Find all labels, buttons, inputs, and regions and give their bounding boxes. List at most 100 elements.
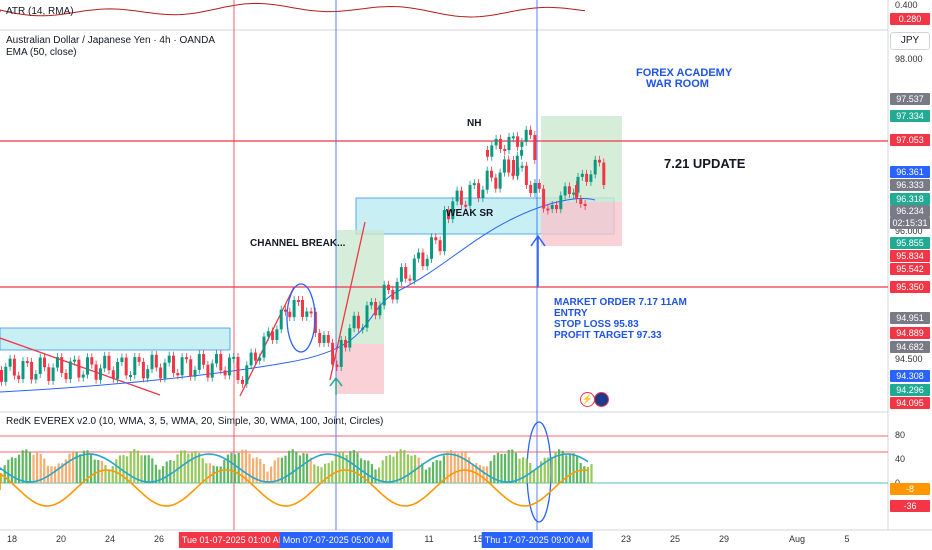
osc-bar bbox=[25, 449, 28, 483]
up-trendline bbox=[239, 286, 295, 397]
candle-body bbox=[507, 136, 511, 151]
osc-bar bbox=[255, 457, 258, 483]
candle-body bbox=[490, 170, 493, 178]
candle-body bbox=[210, 363, 214, 378]
flag-icon[interactable] bbox=[594, 392, 609, 407]
candle-body bbox=[301, 300, 304, 317]
time-tick: 15 bbox=[472, 534, 484, 544]
candle-body bbox=[563, 186, 567, 196]
osc-tick: 80 bbox=[895, 430, 906, 440]
osc-bar bbox=[151, 458, 154, 483]
time-highlight-mon: Mon 07-07-2025 05:00 AM bbox=[279, 532, 393, 548]
candle-body bbox=[81, 374, 85, 378]
price-axis-label: 94.308 bbox=[890, 370, 930, 382]
currency-button[interactable]: JPY bbox=[890, 32, 930, 50]
weak-sr-label: WEAK SR bbox=[446, 208, 494, 219]
atr-line bbox=[0, 2, 586, 18]
candle-body bbox=[344, 340, 347, 348]
candle-body bbox=[176, 372, 180, 376]
ema-indicator-label[interactable]: EMA (50, close) bbox=[6, 47, 77, 58]
atr-current-label: 0.280 bbox=[890, 13, 930, 25]
atr-indicator-label[interactable]: ATR (14, RMA) bbox=[6, 6, 74, 17]
symbol-title[interactable]: Australian Dollar / Japanese Yen · 4h · … bbox=[6, 35, 215, 46]
osc-bar bbox=[586, 466, 589, 483]
osc-bar bbox=[381, 460, 384, 483]
osc-bar bbox=[57, 463, 60, 483]
osc-bar bbox=[68, 453, 71, 483]
osc-bar bbox=[100, 460, 103, 483]
candle-body bbox=[425, 258, 429, 267]
osc-bar bbox=[432, 462, 435, 483]
candle-body bbox=[356, 315, 360, 329]
candle-body bbox=[387, 284, 390, 291]
candle-body bbox=[180, 357, 184, 376]
osc-bar bbox=[273, 460, 276, 483]
osc-bar bbox=[288, 450, 291, 483]
osc-bar bbox=[39, 453, 42, 483]
osc-bar bbox=[79, 454, 82, 483]
candle-body bbox=[215, 354, 218, 364]
candle-body bbox=[512, 160, 515, 175]
candle-body bbox=[0, 370, 3, 382]
osc-bar bbox=[565, 455, 568, 483]
osc-bar bbox=[457, 453, 460, 483]
osc-bar bbox=[367, 460, 370, 483]
candle-body bbox=[120, 357, 124, 363]
candle-body bbox=[129, 375, 132, 378]
candle-body bbox=[533, 183, 537, 193]
price-axis-label: 95.350 bbox=[890, 281, 930, 293]
candle-body bbox=[524, 129, 528, 142]
osc-bar bbox=[244, 449, 247, 483]
price-axis-label: 94.951 bbox=[890, 312, 930, 324]
candle-body bbox=[163, 362, 167, 379]
osc-bar bbox=[187, 453, 190, 483]
osc-bar bbox=[345, 455, 348, 483]
long-stop-zone-2 bbox=[541, 202, 622, 246]
osc-bar bbox=[72, 451, 75, 483]
candle-body bbox=[8, 358, 12, 367]
candle-body bbox=[197, 354, 201, 370]
time-tick: 5 bbox=[844, 534, 850, 544]
osc-bar bbox=[90, 453, 93, 483]
candle-body bbox=[172, 355, 175, 373]
candle-body bbox=[515, 155, 519, 177]
atr-tick: 0.400 bbox=[895, 0, 918, 10]
lightning-icon[interactable]: ⚡ bbox=[580, 392, 595, 407]
candle-body bbox=[589, 174, 593, 182]
everex-indicator-label[interactable]: RedK EVEREX v2.0 (10, WMA, 3, 5, WMA, 20… bbox=[6, 416, 384, 427]
osc-bar bbox=[219, 466, 222, 483]
osc-bar bbox=[111, 466, 114, 483]
osc-bar bbox=[453, 452, 456, 483]
candle-body bbox=[262, 336, 266, 358]
osc-bar bbox=[583, 466, 586, 483]
highlight-ellipse bbox=[286, 283, 316, 353]
osc-bar bbox=[500, 453, 503, 483]
candle-body bbox=[481, 189, 485, 199]
osc-bar bbox=[93, 459, 96, 483]
candle-body bbox=[477, 183, 481, 199]
osc-bar bbox=[122, 455, 125, 483]
candle-body bbox=[583, 203, 587, 206]
osc-bar bbox=[320, 467, 323, 483]
price-axis-label: 95.542 bbox=[890, 263, 930, 275]
long-profit-zone-2 bbox=[541, 116, 622, 202]
candle-body bbox=[490, 145, 494, 157]
candle-body bbox=[219, 354, 223, 371]
osc-bar bbox=[385, 455, 388, 483]
osc-bar bbox=[230, 452, 233, 483]
osc-bar bbox=[554, 451, 557, 483]
osc-bar bbox=[399, 449, 402, 483]
time-tick: 26 bbox=[153, 534, 165, 544]
osc-bar bbox=[403, 450, 406, 483]
osc-bar bbox=[525, 458, 528, 483]
candle-body bbox=[249, 352, 253, 366]
osc-bar bbox=[36, 452, 39, 483]
osc-bar bbox=[198, 453, 201, 483]
osc-bar bbox=[252, 458, 255, 483]
candle-body bbox=[98, 368, 102, 380]
candle-body bbox=[154, 354, 158, 368]
osc-bar bbox=[133, 449, 136, 483]
osc-bar bbox=[190, 452, 193, 483]
osc-bar bbox=[536, 467, 539, 483]
